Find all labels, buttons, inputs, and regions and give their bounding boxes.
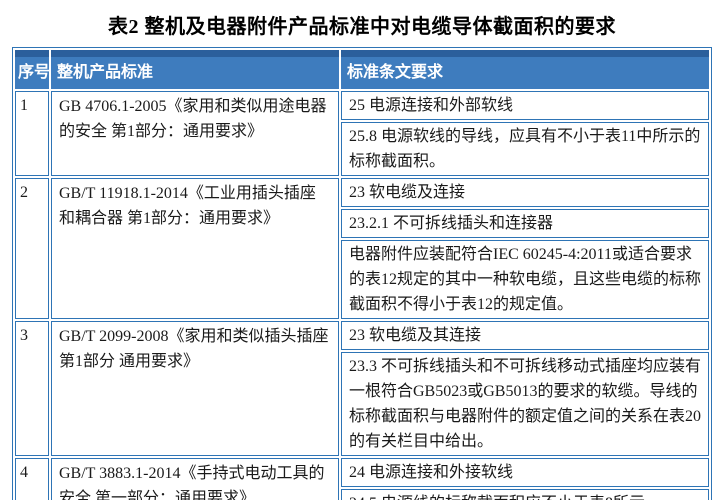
requirement-cell: 23 软电缆及其连接 — [341, 321, 709, 350]
header-cell-no: 序号 — [15, 50, 49, 89]
requirement-cell: 25.8 电源软线的导线，应具有不小于表11中所示的标称截面积。 — [341, 122, 709, 176]
table-row: 3 GB/T 2099-2008《家用和类似插头插座 第1部分 通用要求》 23 软… — [15, 321, 709, 456]
row-number-cell: 2 — [15, 178, 49, 319]
table-header-row: 序号 整机产品标准 标准条文要求 — [15, 50, 709, 89]
requirement-cell: 23.3 不可拆线插头和不可拆线移动式插座均应装有一根符合GB5023或GB50… — [341, 352, 709, 456]
requirements-table: 序号 整机产品标准 标准条文要求 1 GB 4706.1-2005《家用和类似用途… — [12, 47, 712, 500]
table-row: 2 GB/T 11918.1-2014《工业用插头插座和耦合器 第1部分：通用要求… — [15, 178, 709, 319]
standard-cell: GB/T 11918.1-2014《工业用插头插座和耦合器 第1部分：通用要求》 — [51, 178, 339, 319]
requirement-cell: 25 电源连接和外部软线 — [341, 91, 709, 120]
standard-cell: GB/T 3883.1-2014《手持式电动工具的安全 第一部分：通用要求》 — [51, 458, 339, 500]
table-row: 4 GB/T 3883.1-2014《手持式电动工具的安全 第一部分：通用要求》 2… — [15, 458, 709, 500]
row-number-cell: 3 — [15, 321, 49, 456]
table-row: 24.5 电源线的标称截面积应不小于表8所示。 — [15, 489, 709, 500]
table-row: 25.8 电源软线的导线，应具有不小于表11中所示的标称截面积。 — [15, 122, 709, 176]
requirement-cell: 24 电源连接和外接软线 — [341, 458, 709, 487]
standard-cell: GB 4706.1-2005《家用和类似用途电器的安全 第1部分：通用要求》 — [51, 91, 339, 176]
standard-cell: GB/T 2099-2008《家用和类似插头插座 第1部分 通用要求》 — [51, 321, 339, 456]
requirement-cell: 23.2.1 不可拆线插头和连接器 — [341, 209, 709, 238]
header-cell-standard: 整机产品标准 — [51, 50, 339, 89]
requirement-cell: 电器附件应装配符合IEC 60245-4:2011或适合要求的表12规定的其中一… — [341, 240, 709, 319]
table-row: 1 GB 4706.1-2005《家用和类似用途电器的安全 第1部分：通用要求》 2… — [15, 91, 709, 176]
page-title: 表2 整机及电器附件产品标准中对电缆导体截面积的要求 — [108, 16, 616, 38]
row-number-cell: 1 — [15, 91, 49, 176]
requirement-cell: 24.5 电源线的标称截面积应不小于表8所示。 — [341, 489, 709, 500]
header-cell-requirement: 标准条文要求 — [341, 50, 709, 89]
requirement-cell: 23 软电缆及连接 — [341, 178, 709, 207]
table-row: 23.2.1 不可拆线插头和连接器 — [15, 209, 709, 238]
table-row: 电器附件应装配符合IEC 60245-4:2011或适合要求的表12规定的其中一… — [15, 240, 709, 319]
table-row: 23.3 不可拆线插头和不可拆线移动式插座均应装有一根符合GB5023或GB50… — [15, 352, 709, 456]
table-body: 1 GB 4706.1-2005《家用和类似用途电器的安全 第1部分：通用要求》 2… — [15, 91, 709, 500]
row-number-cell: 4 — [15, 458, 49, 500]
